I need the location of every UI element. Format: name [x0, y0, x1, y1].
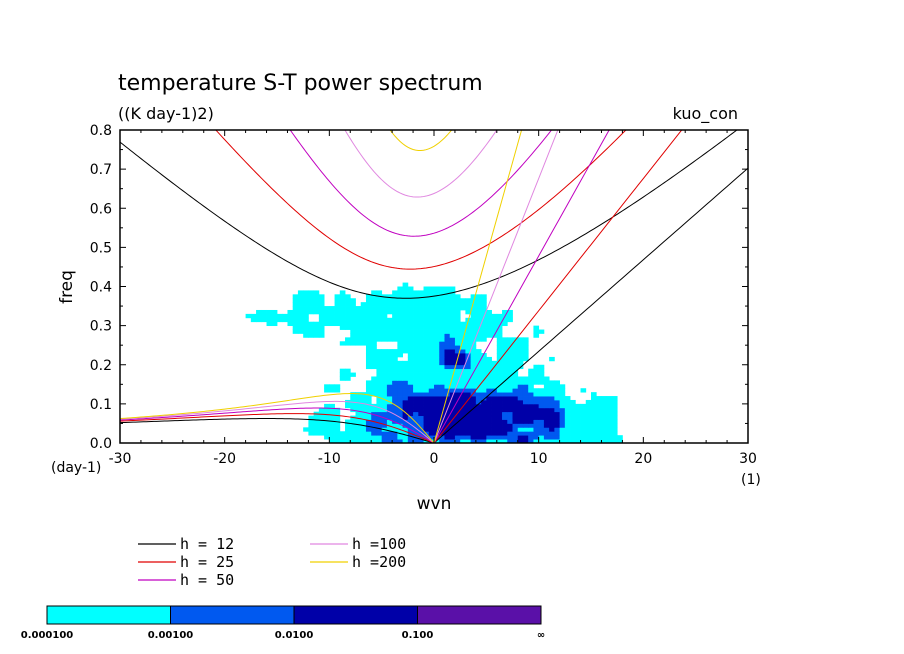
chart-units: ((K day-1)2): [118, 104, 214, 123]
x-tick-label: -30: [109, 451, 132, 467]
colorbar-label: ∞: [537, 630, 545, 641]
x-unit-label: (1): [741, 472, 761, 488]
x-axis-label: wvn: [417, 494, 452, 514]
kelvin-wave-curve: [433, 130, 683, 443]
colorbar: 0.000100 0.00100 0.0100 0.100 ∞: [21, 605, 545, 641]
y-tick-label: 0.5: [90, 240, 112, 256]
dispersion-curves: [120, 130, 748, 443]
x-tick-label: 0: [430, 451, 439, 467]
y-tick-label: 0.6: [90, 201, 112, 217]
x-tick-label: 10: [530, 451, 548, 467]
y-tick-label: 0.8: [90, 123, 112, 139]
gravity-wave-curve: [344, 130, 498, 198]
colorbar-label: 0.100: [402, 630, 434, 641]
kelvin-wave-curve: [433, 167, 748, 443]
colorbar-label: 0.00100: [148, 630, 194, 641]
rossby-wave-curve: [120, 400, 435, 443]
y-tick-label: 0.3: [90, 319, 112, 335]
colorbar-swatch: [46, 605, 171, 625]
colorbar-swatch: [417, 605, 542, 625]
chart-annotation: kuo_con: [673, 104, 738, 124]
legend-label: h = 12: [180, 535, 234, 553]
y-tick-label: 0.4: [90, 280, 112, 296]
kelvin-wave-curve: [433, 130, 610, 443]
colorbar-swatch: [293, 605, 418, 625]
x-tick-label: 20: [634, 451, 652, 467]
colorbar-label: 0.0100: [275, 630, 314, 641]
y-tick-label: 0.0: [90, 436, 112, 452]
legend-label: h =100: [352, 535, 406, 553]
colorbar-swatch: [170, 605, 295, 625]
chart-title: temperature S-T power spectrum: [118, 71, 483, 96]
y-tick-label: 0.1: [90, 397, 112, 413]
rossby-wave-curve: [120, 413, 435, 443]
y-tick-label: 0.2: [90, 358, 112, 374]
x-tick-label: -20: [213, 451, 236, 467]
x-axis: -30 -20 -10 0 10 20 30: [109, 130, 757, 467]
kelvin-wave-curve: [433, 130, 559, 443]
rossby-wave-curve: [120, 393, 435, 443]
legend-label: h = 50: [180, 571, 234, 589]
y-tick-label: 0.7: [90, 162, 112, 178]
gravity-wave-curve: [389, 130, 453, 152]
y-axis: 0.0 0.1 0.2 0.3 0.4 0.5 0.6 0.7 0.8: [90, 123, 748, 452]
legend-label: h =200: [352, 553, 406, 571]
kelvin-wave-curve: [433, 130, 523, 443]
spectrum-contours: [245, 282, 623, 444]
colorbar-label: 0.000100: [21, 630, 74, 641]
gravity-wave-curve: [215, 130, 627, 270]
legend-label: h = 25: [180, 553, 234, 571]
rossby-wave-curve: [120, 407, 435, 443]
gravity-wave-curve: [289, 130, 553, 237]
rossby-wave-curve: [120, 418, 435, 443]
y-axis-label: freq: [57, 270, 77, 304]
gravity-wave-curve: [120, 130, 738, 299]
x-tick-label: 30: [739, 451, 757, 467]
x-tick-label: -10: [318, 451, 341, 467]
y-unit-label: (day-1): [51, 460, 101, 476]
